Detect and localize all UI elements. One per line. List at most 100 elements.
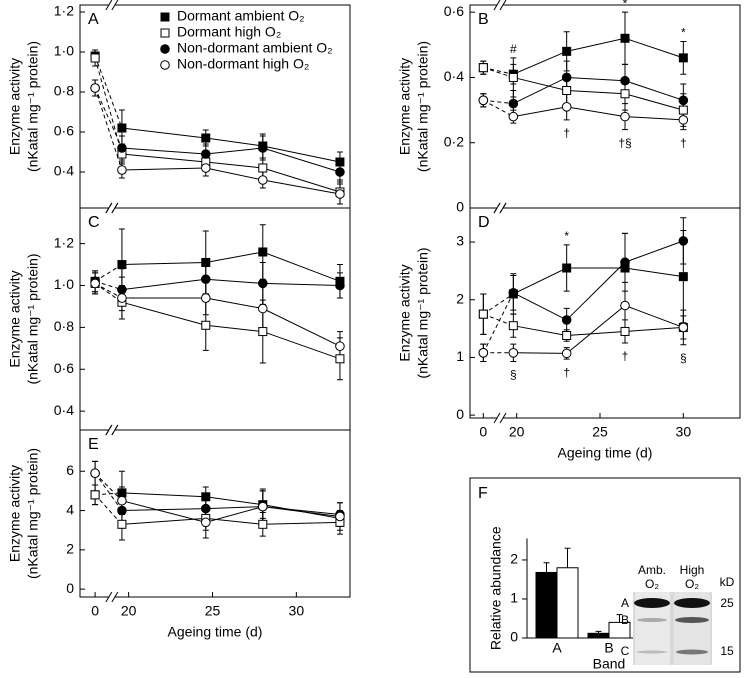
panel-letter: B xyxy=(478,11,489,28)
marker xyxy=(335,157,345,167)
y-tick-label: 1·0 xyxy=(54,276,74,292)
marker xyxy=(90,490,100,500)
y-axis-label: Relative abundance xyxy=(488,526,504,650)
marker xyxy=(508,98,519,109)
legend-label: Dormant high O₂ xyxy=(177,24,281,40)
marker xyxy=(201,320,211,330)
size-marker: 25 xyxy=(720,596,734,610)
marker xyxy=(561,315,572,325)
marker xyxy=(678,115,689,125)
marker xyxy=(90,468,100,479)
marker xyxy=(200,503,211,514)
axis-break xyxy=(105,202,113,214)
axis-break xyxy=(493,0,501,11)
panel-frame xyxy=(469,477,741,673)
size-marker: 15 xyxy=(720,644,734,658)
x-tick-label: 25 xyxy=(592,424,608,440)
y-tick-label: 1 xyxy=(510,590,518,606)
annotation: § xyxy=(510,368,517,382)
legend-marker xyxy=(160,12,170,22)
y-tick-label: 0·4 xyxy=(54,163,74,179)
series-line xyxy=(94,87,341,195)
lane-label: Amb. xyxy=(638,563,666,577)
gel-band xyxy=(637,618,667,622)
marker xyxy=(117,165,127,175)
y-axis-label: (nKatal mg⁻¹ protein) xyxy=(25,253,41,384)
axis-break-gap xyxy=(497,3,503,7)
series-line xyxy=(94,282,341,360)
series-line xyxy=(94,282,341,347)
annotation: † xyxy=(622,349,629,363)
marker xyxy=(678,53,688,63)
y-tick-label: 1 xyxy=(456,348,464,364)
panel-frame xyxy=(469,207,741,419)
y-tick-label: 2 xyxy=(510,551,518,567)
marker xyxy=(508,321,518,331)
legend-label: Dormant ambient O₂ xyxy=(177,8,305,24)
marker xyxy=(257,278,268,289)
y-axis-label: (nKatal mg⁻¹ protein) xyxy=(25,41,41,172)
annotation: * xyxy=(623,0,628,10)
x-tick-label: 30 xyxy=(676,424,692,440)
marker xyxy=(478,309,488,319)
bar xyxy=(587,632,610,639)
axis-break-gap xyxy=(108,206,115,210)
legend-marker xyxy=(160,44,170,54)
lane-label: O₂ xyxy=(685,577,699,591)
panel-frame xyxy=(79,429,351,598)
series-line xyxy=(94,55,341,163)
y-axis-label: (nKatal mg⁻¹ protein) xyxy=(25,448,41,579)
marker xyxy=(562,86,572,96)
gel-band xyxy=(676,649,708,655)
y-tick-label: 0·6 xyxy=(54,123,74,139)
marker xyxy=(562,263,572,273)
marker xyxy=(562,331,572,340)
marker xyxy=(117,260,127,270)
marker xyxy=(620,75,630,86)
axis-break xyxy=(111,202,119,214)
annotation: † xyxy=(680,136,687,150)
marker xyxy=(200,517,211,528)
unit-label: kD xyxy=(720,575,735,589)
x-axis-label: Ageing time (d) xyxy=(558,445,653,461)
axis-break xyxy=(493,412,501,424)
panel-letter: E xyxy=(88,436,99,453)
band-label: B xyxy=(621,613,629,627)
marker xyxy=(201,133,211,143)
marker xyxy=(620,300,630,311)
lane-label: O₂ xyxy=(645,577,659,591)
axis-break xyxy=(493,202,501,214)
marker xyxy=(478,63,488,73)
legend-label: Non-dormant high O₂ xyxy=(177,56,309,72)
marker xyxy=(117,293,127,303)
marker xyxy=(257,143,268,153)
gel-band xyxy=(637,650,667,654)
marker xyxy=(335,280,345,291)
marker xyxy=(620,257,630,268)
series-line xyxy=(94,494,340,525)
marker xyxy=(117,488,127,498)
axis-break xyxy=(499,412,507,424)
marker xyxy=(117,143,127,153)
axis-break xyxy=(111,424,119,436)
marker xyxy=(620,326,630,336)
y-tick-label: 0·4 xyxy=(54,402,74,418)
marker xyxy=(257,175,268,185)
marker xyxy=(117,519,127,529)
y-tick-label: 2 xyxy=(66,541,74,557)
y-tick-label: 3 xyxy=(456,233,464,249)
x-tick-label: A xyxy=(552,640,562,656)
axis-break xyxy=(111,0,119,11)
annotation: † xyxy=(563,365,570,379)
marker xyxy=(200,274,211,285)
marker xyxy=(478,348,489,358)
axis-break-gap xyxy=(497,416,503,420)
axis-break xyxy=(105,424,113,436)
bar xyxy=(608,621,631,639)
y-tick-label: 0·6 xyxy=(54,360,74,376)
y-tick-label: 1·2 xyxy=(54,234,74,250)
marker xyxy=(117,284,127,295)
annotation: † xyxy=(563,126,570,140)
y-axis-label: (nKatal mg⁻¹ protein) xyxy=(415,41,431,172)
